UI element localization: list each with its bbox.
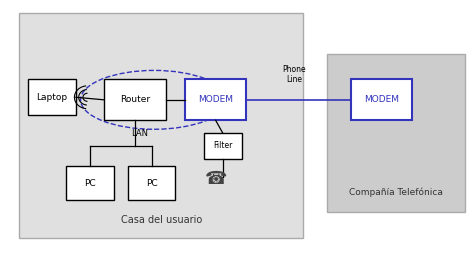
Text: Casa del usuario: Casa del usuario — [120, 215, 202, 225]
Text: Compañía Telefónica: Compañía Telefónica — [349, 188, 443, 197]
Text: Router: Router — [120, 95, 150, 104]
Text: PC: PC — [146, 178, 157, 188]
FancyBboxPatch shape — [19, 13, 303, 238]
Text: ☎: ☎ — [204, 170, 227, 188]
FancyBboxPatch shape — [185, 79, 246, 120]
Text: MODEM: MODEM — [198, 95, 233, 104]
FancyBboxPatch shape — [66, 166, 114, 200]
FancyBboxPatch shape — [204, 133, 242, 159]
FancyBboxPatch shape — [327, 54, 465, 212]
Text: Filter: Filter — [213, 141, 232, 151]
Text: Phone
Line: Phone Line — [282, 65, 306, 84]
FancyBboxPatch shape — [104, 79, 166, 120]
FancyBboxPatch shape — [351, 79, 412, 120]
Text: PC: PC — [84, 178, 96, 188]
Text: Laptop: Laptop — [36, 93, 68, 102]
Text: MODEM: MODEM — [364, 95, 399, 104]
FancyBboxPatch shape — [28, 79, 76, 115]
Text: LAN: LAN — [131, 129, 148, 138]
FancyBboxPatch shape — [128, 166, 175, 200]
